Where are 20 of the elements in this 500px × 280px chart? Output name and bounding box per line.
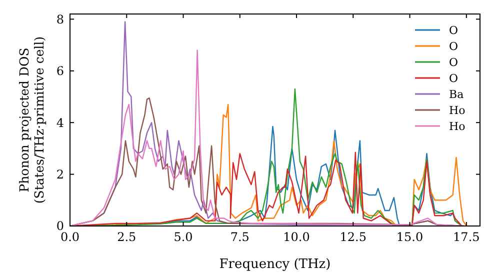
legend-label: O: [449, 24, 458, 37]
legend-label: Ho: [449, 104, 466, 117]
legend-label: O: [449, 72, 458, 85]
x-tick-label: 12.5: [340, 230, 367, 244]
legend-label: Ba: [449, 88, 464, 101]
y-tick-label: 4: [56, 116, 64, 130]
x-tick-label: 15.0: [396, 230, 424, 244]
y-tick-label: 2: [56, 167, 64, 182]
legend-label: O: [449, 40, 458, 53]
y-tick-label: 8: [56, 12, 64, 26]
x-tick-label: 5.0: [174, 230, 193, 244]
x-tick-label: 17.5: [453, 230, 480, 244]
x-tick-label: 7.5: [230, 230, 250, 244]
x-tick-label: 10.0: [283, 230, 310, 244]
legend-label: O: [449, 56, 458, 69]
x-tick-label: 2.5: [117, 230, 136, 244]
y-tick-label: 6: [56, 64, 64, 78]
legend-label: Ho: [449, 120, 466, 133]
y-axis-title: Phonon projected DOS (States/THz·primitive cell): [16, 36, 46, 204]
x-axis-title: Frequency (THz): [219, 257, 331, 272]
